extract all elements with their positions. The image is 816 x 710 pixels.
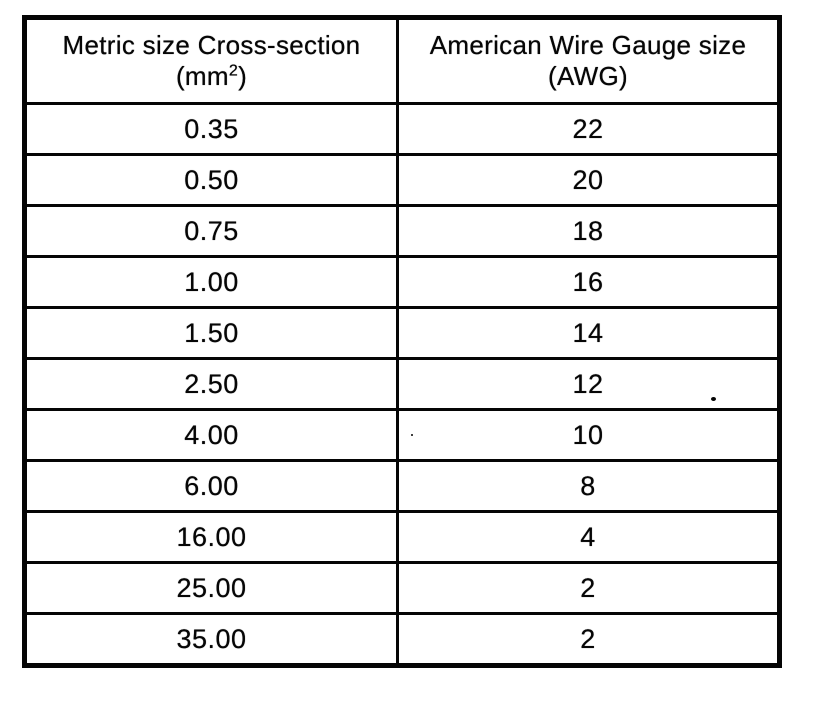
table-row: 4.00 10 — [23, 408, 781, 462]
table-row: 1.50 14 — [23, 306, 781, 360]
awg-cell: 10 — [396, 408, 781, 462]
awg-cell: 20 — [396, 153, 781, 207]
metric-header-unit: (mm2) — [27, 61, 396, 92]
awg-header-unit: (AWG) — [548, 61, 628, 91]
metric-cell: 0.35 — [23, 102, 399, 156]
awg-cell: 2 — [396, 612, 781, 667]
table-row: 35.00 2 — [23, 612, 781, 667]
table-row: 6.00 8 — [23, 459, 781, 513]
awg-cell: 16 — [396, 255, 781, 309]
awg-cell: 8 — [396, 459, 781, 513]
awg-cell: 22 — [396, 102, 781, 156]
table-row: 1.00 16 — [23, 255, 781, 309]
awg-cell: 18 — [396, 204, 781, 258]
table-row: 0.75 18 — [23, 204, 781, 258]
header-row: Metric size Cross-section (mm2) American… — [23, 16, 781, 105]
metric-unit-close: ) — [238, 61, 248, 91]
metric-cell: 4.00 — [23, 408, 399, 462]
metric-cell: 2.50 — [23, 357, 399, 411]
awg-cell: 4 — [396, 510, 781, 564]
metric-header-title: Metric size Cross-section — [62, 30, 361, 60]
metric-cell: 35.00 — [23, 612, 399, 667]
awg-cell: 12 — [396, 357, 781, 411]
metric-cell: 0.50 — [23, 153, 399, 207]
metric-cell: 1.50 — [23, 306, 399, 360]
metric-cell: 16.00 — [23, 510, 399, 564]
table-row: 0.35 22 — [23, 102, 781, 156]
metric-cell: 1.00 — [23, 255, 399, 309]
awg-cell: 2 — [396, 561, 781, 615]
table-row: 25.00 2 — [23, 561, 781, 615]
awg-column-header: American Wire Gauge size (AWG) — [396, 16, 781, 105]
table-body: 0.35 22 0.50 20 0.75 18 1.00 16 1.50 14 2.50 12 4.00… — [23, 102, 781, 667]
metric-unit-open: (mm — [175, 61, 229, 91]
awg-cell: 14 — [396, 306, 781, 360]
scan-artifact-dot — [711, 397, 716, 401]
metric-cell: 25.00 — [23, 561, 399, 615]
metric-cell: 0.75 — [23, 204, 399, 258]
metric-column-header: Metric size Cross-section (mm2) — [23, 16, 399, 105]
metric-cell: 6.00 — [23, 459, 399, 513]
table-row: 0.50 20 — [23, 153, 781, 207]
metric-unit-superscript: 2 — [228, 61, 239, 80]
awg-header-title: American Wire Gauge size — [429, 30, 747, 60]
table-row: 2.50 12 — [23, 357, 781, 411]
scan-artifact-dot — [411, 434, 413, 436]
table-row: 16.00 4 — [23, 510, 781, 564]
wire-gauge-conversion-table: Metric size Cross-section (mm2) American… — [22, 15, 782, 668]
